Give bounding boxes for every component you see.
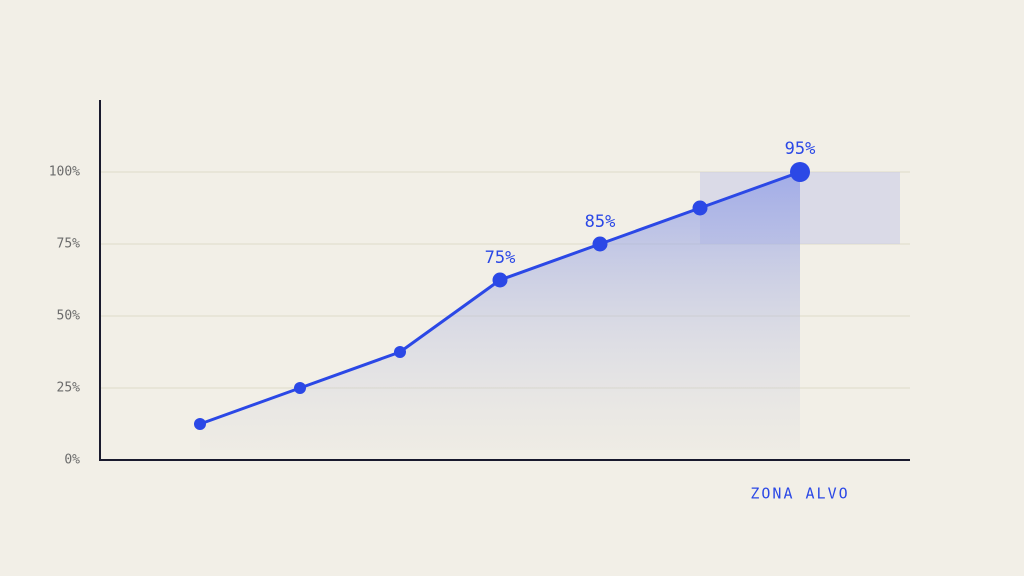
point: [294, 382, 306, 394]
annotation: 85%: [585, 212, 616, 232]
point: [492, 272, 508, 288]
point: [194, 418, 206, 430]
point: [394, 346, 406, 358]
point: [692, 200, 708, 216]
y-tick-label: 100%: [49, 165, 80, 180]
annotation: 95%: [785, 139, 816, 159]
annotation: 75%: [485, 248, 516, 268]
y-tick-label: 0%: [64, 453, 80, 468]
y-tick-label: 75%: [57, 237, 81, 252]
y-tick-label: 50%: [57, 309, 81, 324]
point: [592, 236, 608, 252]
y-tick-label: 25%: [57, 381, 81, 396]
area: [200, 172, 800, 450]
target-zone-label: ZONA ALVO: [750, 485, 849, 503]
point: [790, 162, 810, 182]
